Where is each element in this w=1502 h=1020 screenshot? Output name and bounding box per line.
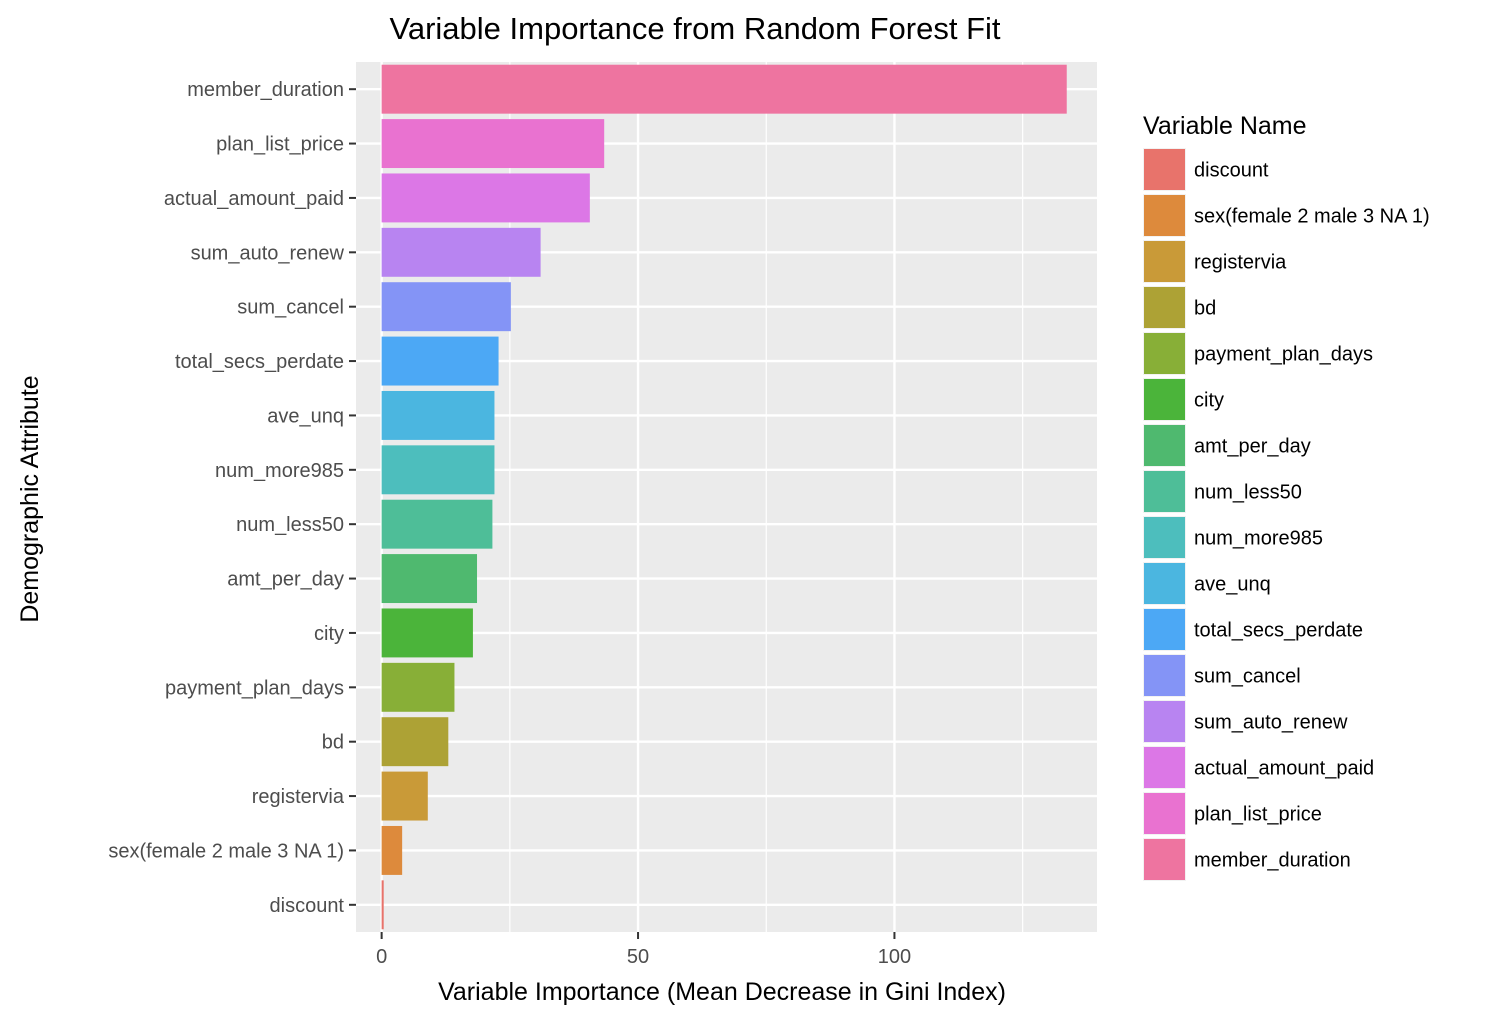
y-tick-label: member_duration xyxy=(187,79,344,101)
y-tick-label: sum_cancel xyxy=(237,297,344,319)
y-tick-label: registervia xyxy=(252,786,345,808)
legend-label: sum_auto_renew xyxy=(1194,712,1348,734)
x-tick-label: 0 xyxy=(376,946,387,968)
y-tick-label: sum_auto_renew xyxy=(191,242,345,264)
legend-item: num_less50 xyxy=(1143,470,1302,513)
bar-7 xyxy=(381,499,493,549)
legend-label: city xyxy=(1194,390,1224,412)
legend-item: num_more985 xyxy=(1143,516,1323,559)
legend-swatch xyxy=(1144,287,1185,328)
y-tick-label: num_less50 xyxy=(236,514,344,536)
legend-label: num_less50 xyxy=(1194,482,1302,504)
y-tick-label: ave_unq xyxy=(267,405,344,427)
legend-swatch xyxy=(1144,609,1185,650)
legend-label: registervia xyxy=(1194,252,1287,274)
legend-label: actual_amount_paid xyxy=(1194,758,1374,780)
legend-swatch xyxy=(1144,747,1185,788)
legend-label: amt_per_day xyxy=(1194,436,1311,458)
bar-8 xyxy=(381,445,495,495)
legend-item: amt_per_day xyxy=(1143,424,1311,467)
legend-item: sex(female 2 male 3 NA 1) xyxy=(1143,194,1430,237)
legend: discount sex(female 2 male 3 NA 1) registe… xyxy=(1143,148,1430,881)
y-tick-label: amt_per_day xyxy=(227,569,344,591)
bar-15 xyxy=(381,64,1067,114)
legend-item: actual_amount_paid xyxy=(1143,746,1374,789)
legend-item: ave_unq xyxy=(1143,562,1271,605)
bar-1 xyxy=(381,825,403,875)
bars-group xyxy=(381,64,1067,930)
y-axis-ticks: discount sex(female 2 male 3 NA 1) registe… xyxy=(108,79,356,917)
legend-item: city xyxy=(1143,378,1224,421)
x-tick-label: 50 xyxy=(627,946,649,968)
bar-13 xyxy=(381,173,590,223)
legend-swatch xyxy=(1144,793,1185,834)
legend-label: payment_plan_days xyxy=(1194,344,1373,366)
y-tick-label: plan_list_price xyxy=(216,134,344,156)
legend-swatch xyxy=(1144,839,1185,880)
y-tick-label: sex(female 2 male 3 NA 1) xyxy=(108,840,344,862)
legend-label: member_duration xyxy=(1194,850,1351,872)
y-tick-label: city xyxy=(314,623,344,645)
legend-swatch xyxy=(1144,471,1185,512)
bar-2 xyxy=(381,771,428,821)
bar-10 xyxy=(381,336,499,386)
legend-swatch xyxy=(1144,517,1185,558)
legend-swatch xyxy=(1144,241,1185,282)
legend-label: sum_cancel xyxy=(1194,666,1301,688)
legend-label: discount xyxy=(1194,160,1269,182)
legend-label: bd xyxy=(1194,298,1216,320)
y-tick-label: total_secs_perdate xyxy=(175,351,344,373)
chart-title: Variable Importance from Random Forest F… xyxy=(389,11,1000,46)
legend-label: sex(female 2 male 3 NA 1) xyxy=(1194,206,1430,228)
bar-11 xyxy=(381,282,511,332)
x-axis-ticks: 0 50 100 xyxy=(376,932,911,968)
legend-item: sum_cancel xyxy=(1143,654,1301,697)
bar-0 xyxy=(381,880,384,930)
bar-5 xyxy=(381,608,473,658)
legend-label: ave_unq xyxy=(1194,574,1271,596)
legend-title: Variable Name xyxy=(1143,112,1307,140)
y-tick-label: bd xyxy=(322,732,344,754)
y-tick-label: discount xyxy=(270,895,345,917)
bar-9 xyxy=(381,390,495,440)
legend-swatch xyxy=(1144,655,1185,696)
legend-item: member_duration xyxy=(1143,838,1351,881)
legend-swatch xyxy=(1144,195,1185,236)
y-axis-label: Demographic Attribute xyxy=(16,375,44,622)
y-tick-label: payment_plan_days xyxy=(165,677,344,699)
legend-label: plan_list_price xyxy=(1194,804,1322,826)
x-tick-label: 100 xyxy=(878,946,911,968)
bar-3 xyxy=(381,717,449,767)
y-tick-label: actual_amount_paid xyxy=(164,188,344,210)
bar-14 xyxy=(381,119,605,169)
legend-item: payment_plan_days xyxy=(1143,332,1373,375)
legend-swatch xyxy=(1144,563,1185,604)
legend-swatch xyxy=(1144,425,1185,466)
bar-6 xyxy=(381,554,478,604)
legend-item: bd xyxy=(1143,286,1216,329)
legend-label: num_more985 xyxy=(1194,528,1323,550)
bar-4 xyxy=(381,662,455,712)
legend-item: plan_list_price xyxy=(1143,792,1322,835)
legend-swatch xyxy=(1144,333,1185,374)
y-tick-label: num_more985 xyxy=(215,460,344,482)
bar-12 xyxy=(381,227,541,277)
legend-item: total_secs_perdate xyxy=(1143,608,1363,651)
legend-item: registervia xyxy=(1143,240,1287,283)
legend-item: discount xyxy=(1143,148,1269,191)
x-axis-label: Variable Importance (Mean Decrease in Gi… xyxy=(438,978,1006,1006)
legend-item: sum_auto_renew xyxy=(1143,700,1348,743)
legend-swatch xyxy=(1144,149,1185,190)
legend-swatch xyxy=(1144,379,1185,420)
legend-label: total_secs_perdate xyxy=(1194,620,1363,642)
legend-swatch xyxy=(1144,701,1185,742)
